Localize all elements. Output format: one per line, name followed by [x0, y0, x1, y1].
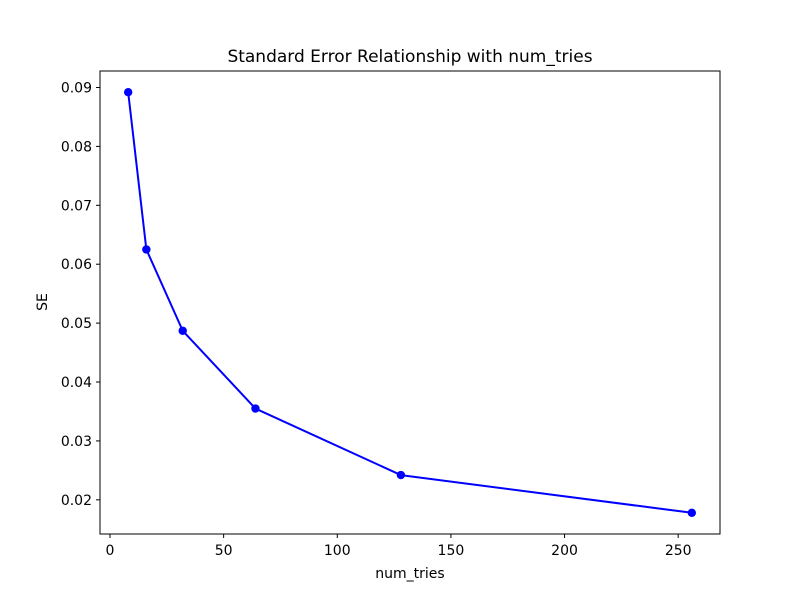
x-tick-label: 0 [106, 543, 115, 559]
plot-frame [99, 70, 721, 535]
y-axis-label: SE [35, 293, 51, 311]
data-point [178, 326, 187, 335]
y-tick-label: 0.09 [61, 80, 92, 96]
x-tick-label: 150 [438, 543, 465, 559]
data-point [251, 404, 260, 413]
data-point [687, 508, 697, 517]
x-axis-label: num_tries [375, 566, 444, 582]
y-tick-label: 0.04 [61, 375, 92, 391]
chart-title: Standard Error Relationship with num_tri… [227, 47, 592, 67]
data-point [142, 245, 151, 254]
y-tick-label: 0.07 [61, 198, 92, 214]
y-tick-label: 0.03 [61, 434, 92, 450]
y-tick-label: 0.05 [61, 316, 92, 332]
x-tick-label: 100 [324, 543, 351, 559]
y-tick-label: 0.08 [61, 139, 92, 155]
x-tick-label: 50 [215, 543, 233, 559]
series-layer [123, 88, 697, 517]
x-tick-label: 200 [551, 543, 578, 559]
y-tick-label: 0.02 [61, 493, 92, 509]
data-point [123, 88, 133, 97]
axes-layer: 0 50 100 150 200 250 0.02 0.03 0.04 0.05 0.06 0.07 0… [61, 70, 721, 559]
y-tick-label: 0.06 [61, 257, 92, 273]
data-line [127, 92, 692, 514]
data-point [396, 470, 406, 480]
x-tick-label: 250 [665, 543, 692, 559]
